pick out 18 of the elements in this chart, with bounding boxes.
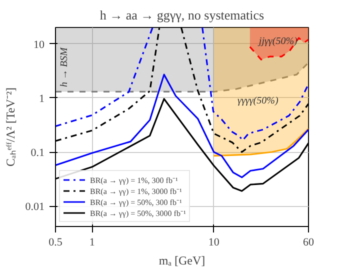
x-tick-label: 60 [303, 236, 314, 248]
y-tick-label: 10 [34, 38, 45, 51]
y-tick-label: 0.1 [30, 147, 44, 160]
annotation: h → BSM [58, 46, 70, 88]
legend-label: BR(a → γγ) = 1%, 300 fb⁻¹ [90, 175, 178, 185]
x-tick-label: 1 [89, 236, 95, 248]
annotation: γγγγ(50%) [238, 96, 279, 107]
x-tick-label: 0.5 [48, 236, 63, 248]
y-axis-title: Cₐₕᵉᶠᶠ/Λ² [TeV⁻²] [3, 87, 18, 167]
legend-label: BR(a → γγ) = 1%, 3000 fb⁻¹ [90, 186, 182, 196]
legend-label: BR(a → γγ) = 50%, 300 fb⁻¹ [90, 197, 182, 207]
x-axis-title: mₐ [GeV] [158, 254, 206, 268]
y-tick-label: 1 [39, 92, 44, 105]
annotation: jjγγ(50%) [256, 36, 298, 47]
legend-label: BR(a → γγ) = 50%, 3000 fb⁻¹ [90, 208, 186, 218]
chart-title: h → aa → ggγγ, no systematics [100, 8, 264, 22]
y-tick-label: 0.01 [25, 201, 44, 214]
x-tick-label: 10 [208, 236, 220, 248]
